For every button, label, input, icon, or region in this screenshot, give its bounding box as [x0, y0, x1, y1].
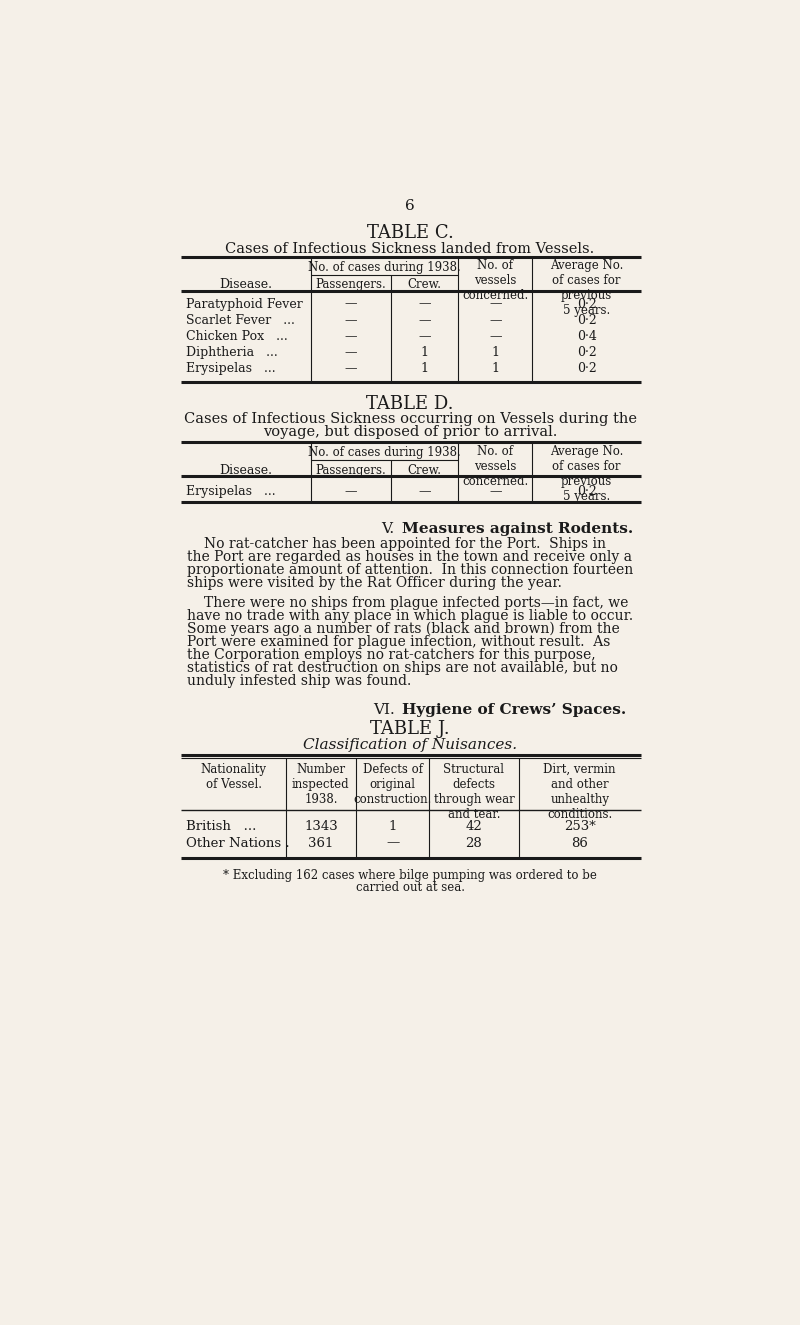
- Text: —: —: [345, 330, 357, 343]
- Text: Dirt, vermin
and other
unhealthy
conditions.: Dirt, vermin and other unhealthy conditi…: [543, 763, 616, 820]
- Text: Average No.
of cases for
previous
5 years.: Average No. of cases for previous 5 year…: [550, 445, 623, 502]
- Text: statistics of rat destruction on ships are not available, but no: statistics of rat destruction on ships a…: [187, 661, 618, 674]
- Text: No. of
vessels
concerned.: No. of vessels concerned.: [462, 445, 528, 488]
- Text: Scarlet Fever   ...: Scarlet Fever ...: [186, 314, 295, 327]
- Text: Number
inspected
1938.: Number inspected 1938.: [292, 763, 350, 806]
- Text: Port were examined for plague infection, without result.  As: Port were examined for plague infection,…: [187, 635, 610, 649]
- Text: have no trade with any place in which plague is liable to occur.: have no trade with any place in which pl…: [187, 608, 633, 623]
- Text: V.: V.: [382, 522, 402, 535]
- Text: Disease.: Disease.: [219, 464, 273, 477]
- Text: Cases of Infectious Sickness landed from Vessels.: Cases of Infectious Sickness landed from…: [226, 242, 594, 256]
- Text: Crew.: Crew.: [407, 278, 442, 292]
- Text: 6: 6: [405, 199, 415, 213]
- Text: Disease.: Disease.: [219, 278, 273, 292]
- Text: Some years ago a number of rats (black and brown) from the: Some years ago a number of rats (black a…: [187, 621, 619, 636]
- Text: 0·2: 0·2: [577, 485, 597, 498]
- Text: There were no ships from plague infected ports—in fact, we: There were no ships from plague infected…: [204, 596, 628, 610]
- Text: —: —: [418, 330, 430, 343]
- Text: 0·2: 0·2: [577, 298, 597, 310]
- Text: —: —: [345, 485, 357, 498]
- Text: —: —: [345, 314, 357, 327]
- Text: 361: 361: [308, 836, 334, 849]
- Text: the Corporation employs no rat-catchers for this purpose,: the Corporation employs no rat-catchers …: [187, 648, 595, 662]
- Text: voyage, but disposed of prior to arrival.: voyage, but disposed of prior to arrival…: [263, 425, 557, 440]
- Text: 0·2: 0·2: [577, 346, 597, 359]
- Text: —: —: [418, 314, 430, 327]
- Text: Cases of Infectious Sickness occurring on Vessels during the: Cases of Infectious Sickness occurring o…: [183, 412, 637, 425]
- Text: —: —: [386, 836, 399, 849]
- Text: —: —: [489, 298, 502, 310]
- Text: —: —: [489, 485, 502, 498]
- Text: Erysipelas   ...: Erysipelas ...: [186, 362, 276, 375]
- Text: —: —: [345, 298, 357, 310]
- Text: Classification of Nuisances.: Classification of Nuisances.: [303, 738, 517, 753]
- Text: 253*: 253*: [564, 820, 595, 832]
- Text: 1: 1: [420, 346, 428, 359]
- Text: Passengers.: Passengers.: [315, 278, 386, 292]
- Text: —: —: [418, 485, 430, 498]
- Text: No rat-catcher has been appointed for the Port.  Ships in: No rat-catcher has been appointed for th…: [204, 537, 606, 551]
- Text: Passengers.: Passengers.: [315, 464, 386, 477]
- Text: 1: 1: [420, 362, 428, 375]
- Text: the Port are regarded as houses in the town and receive only a: the Port are regarded as houses in the t…: [187, 550, 632, 564]
- Text: unduly infested ship was found.: unduly infested ship was found.: [187, 674, 411, 688]
- Text: 86: 86: [571, 836, 588, 849]
- Text: Defects of
original
construction.: Defects of original construction.: [354, 763, 432, 806]
- Text: —: —: [418, 298, 430, 310]
- Text: TABLE J.: TABLE J.: [370, 719, 450, 738]
- Text: —: —: [489, 314, 502, 327]
- Text: Crew.: Crew.: [407, 464, 442, 477]
- Text: —: —: [489, 330, 502, 343]
- Text: —: —: [345, 346, 357, 359]
- Text: TABLE C.: TABLE C.: [366, 224, 454, 242]
- Text: —: —: [345, 362, 357, 375]
- Text: 1: 1: [491, 362, 499, 375]
- Text: 1: 1: [491, 346, 499, 359]
- Text: Hygiene of Crews’ Spaces.: Hygiene of Crews’ Spaces.: [402, 702, 626, 717]
- Text: TABLE D.: TABLE D.: [366, 395, 454, 412]
- Text: 1: 1: [388, 820, 397, 832]
- Text: 42: 42: [466, 820, 482, 832]
- Text: Paratyphoid Fever: Paratyphoid Fever: [186, 298, 302, 310]
- Text: 1343: 1343: [304, 820, 338, 832]
- Text: Measures against Rodents.: Measures against Rodents.: [402, 522, 634, 535]
- Text: ships were visited by the Rat Officer during the year.: ships were visited by the Rat Officer du…: [187, 576, 562, 591]
- Text: 0·4: 0·4: [577, 330, 597, 343]
- Text: Nationality
of Vessel.: Nationality of Vessel.: [201, 763, 266, 791]
- Text: 28: 28: [466, 836, 482, 849]
- Text: Diphtheria   ...: Diphtheria ...: [186, 346, 278, 359]
- Text: Structural
defects
through wear
and tear.: Structural defects through wear and tear…: [434, 763, 514, 820]
- Text: carried out at sea.: carried out at sea.: [355, 881, 465, 894]
- Text: Chicken Pox   ...: Chicken Pox ...: [186, 330, 288, 343]
- Text: Average No.
of cases for
previous
5 years.: Average No. of cases for previous 5 year…: [550, 260, 623, 317]
- Text: * Excluding 162 cases where bilge pumping was ordered to be: * Excluding 162 cases where bilge pumpin…: [223, 869, 597, 882]
- Text: No. of
vessels
concerned.: No. of vessels concerned.: [462, 260, 528, 302]
- Text: 0·2: 0·2: [577, 314, 597, 327]
- Text: Erysipelas   ...: Erysipelas ...: [186, 485, 276, 498]
- Text: No. of cases during 1938.: No. of cases during 1938.: [308, 447, 461, 460]
- Text: No. of cases during 1938.: No. of cases during 1938.: [308, 261, 461, 274]
- Text: VI.: VI.: [373, 702, 402, 717]
- Text: proportionate amount of attention.  In this connection fourteen: proportionate amount of attention. In th…: [187, 563, 633, 578]
- Text: 0·2: 0·2: [577, 362, 597, 375]
- Text: Other Nations .: Other Nations .: [186, 836, 290, 849]
- Text: British   ...: British ...: [186, 820, 256, 832]
